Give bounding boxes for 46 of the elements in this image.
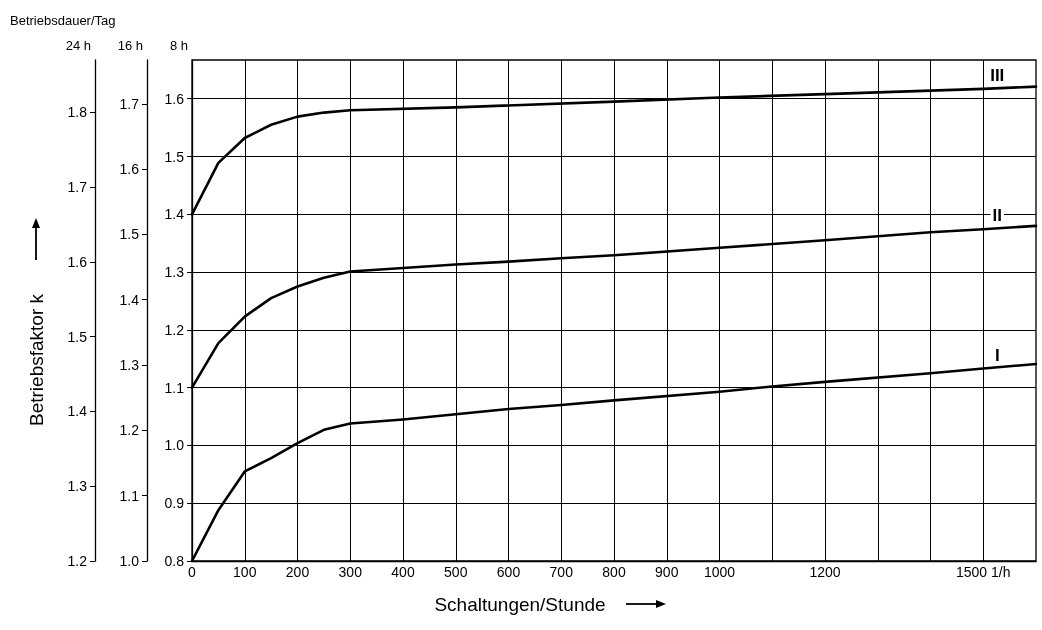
x-tick-label: 600 [496,564,521,580]
y2-tick-label: 1.6 [119,161,140,178]
y-tick-label: 1.4 [164,206,185,223]
y2-tick-label: 1.0 [119,553,140,569]
y3-tick-label: 1.7 [67,179,88,196]
x-tick-label: 1500 1/h [956,564,1011,580]
x-tick-label: 1000 [703,564,736,580]
x-tick-label: 200 [285,564,310,580]
text: Betriebsfaktor k [25,293,47,426]
y3-axis-title: 24 h [65,38,91,53]
y-tick-label: 1.6 [164,90,185,107]
y2-tick-label: 1.2 [119,422,140,439]
y2-tick-label: 1.3 [119,357,140,374]
x-tick-label: 500 [444,564,468,580]
y3-tick-label: 1.8 [67,104,88,121]
y-tick-label: 0.9 [164,495,185,512]
y-tick-label: 1.2 [164,321,185,338]
y-tick-label: 1.5 [164,148,185,165]
y-tick-label: 1.0 [164,437,185,454]
x-tick-label: 400 [391,564,415,580]
y-tick-label: 1.3 [164,264,185,281]
y2-tick-label: 1.5 [119,226,140,243]
y-axis-title: 8 h [169,38,188,53]
y3-tick-label: 1.6 [67,253,88,270]
y-tick-label: 1.1 [164,379,185,396]
x-tick-label: 800 [602,564,626,580]
y2-tick-label: 1.7 [119,95,140,112]
x-axis-title: Schaltungen/Stunde [434,593,606,615]
y2-tick-label: 1.1 [119,487,140,504]
y2-tick-label: 1.4 [119,291,140,308]
x-tick-label: 0 [188,564,197,580]
y3-tick-label: 1.2 [67,553,88,569]
x-tick-label: 300 [338,564,363,580]
x-tick-label: 1200 [809,564,841,580]
text: Betriebsdauer/Tag [10,13,116,28]
x-tick-label: 900 [655,564,679,580]
y2-axis-title: 16 h [117,38,143,53]
y-tick-label: 0.8 [164,553,185,569]
series-label: I [994,345,1000,365]
x-tick-label: 700 [549,564,574,580]
x-tick-label: 100 [233,564,257,580]
y3-tick-label: 1.5 [67,328,88,345]
series-label: II [992,206,1002,226]
y3-tick-label: 1.4 [67,403,88,420]
y3-tick-label: 1.3 [67,478,88,495]
series-label: III [990,65,1005,85]
